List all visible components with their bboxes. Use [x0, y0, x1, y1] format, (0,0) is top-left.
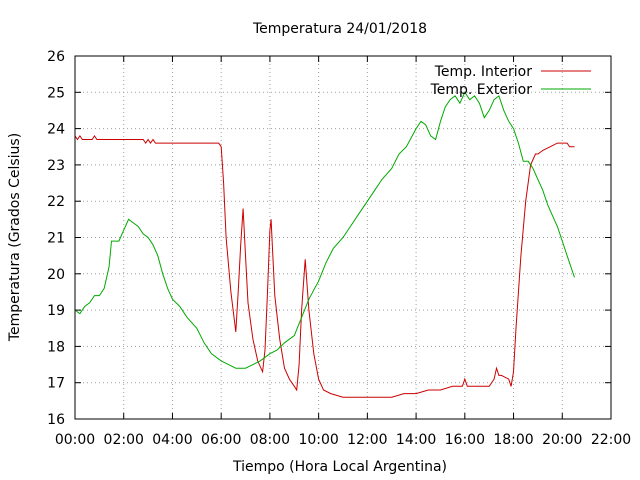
legend-label-temp-exterior: Temp. Exterior: [430, 82, 533, 98]
x-tick-label: 12:00: [347, 432, 387, 448]
chart-legend: Temp. Interior Temp. Exterior: [430, 64, 591, 98]
x-tick-label: 02:00: [104, 432, 144, 448]
chart-title: Temperatura 24/01/2018: [252, 21, 427, 37]
x-tick-label: 04:00: [152, 432, 192, 448]
y-tick-label: 16: [47, 412, 65, 428]
x-tick-label: 18:00: [493, 432, 533, 448]
x-tick-label: 20:00: [542, 432, 582, 448]
y-tick-label: 25: [47, 85, 65, 101]
plot-frame: [74, 55, 612, 420]
x-tick-label: 14:00: [396, 432, 436, 448]
y-tick-label: 23: [47, 158, 65, 174]
chart-grid: [75, 56, 611, 419]
y-tick-label: 22: [47, 194, 65, 210]
legend-label-temp-interior: Temp. Interior: [434, 64, 533, 80]
x-axis-label: Tiempo (Hora Local Argentina): [232, 459, 447, 475]
series-line-temp-interior: [74, 134, 575, 398]
y-axis-label: Temperatura (Grados Celsius): [7, 133, 23, 342]
x-tick-label: 00:00: [55, 432, 95, 448]
y-tick-label: 21: [47, 231, 65, 247]
x-tick-label: 16:00: [445, 432, 485, 448]
y-tick-label: 26: [47, 49, 65, 65]
y-tick-label: 20: [47, 267, 65, 283]
y-tick-label: 17: [47, 376, 65, 392]
x-tick-label: 10:00: [298, 432, 338, 448]
axis-ticks: 00:00 02:00 04:00 06:00 08:00 10:00 12:00 14:00…: [47, 49, 631, 448]
x-tick-label: 06:00: [201, 432, 241, 448]
chart-series: [74, 91, 575, 398]
y-tick-label: 19: [47, 303, 65, 319]
y-tick-label: 24: [47, 122, 65, 138]
x-tick-label: 08:00: [250, 432, 290, 448]
series-line-temp-exterior: [74, 91, 575, 369]
x-tick-label: 22:00: [591, 432, 631, 448]
y-tick-label: 18: [47, 339, 65, 355]
